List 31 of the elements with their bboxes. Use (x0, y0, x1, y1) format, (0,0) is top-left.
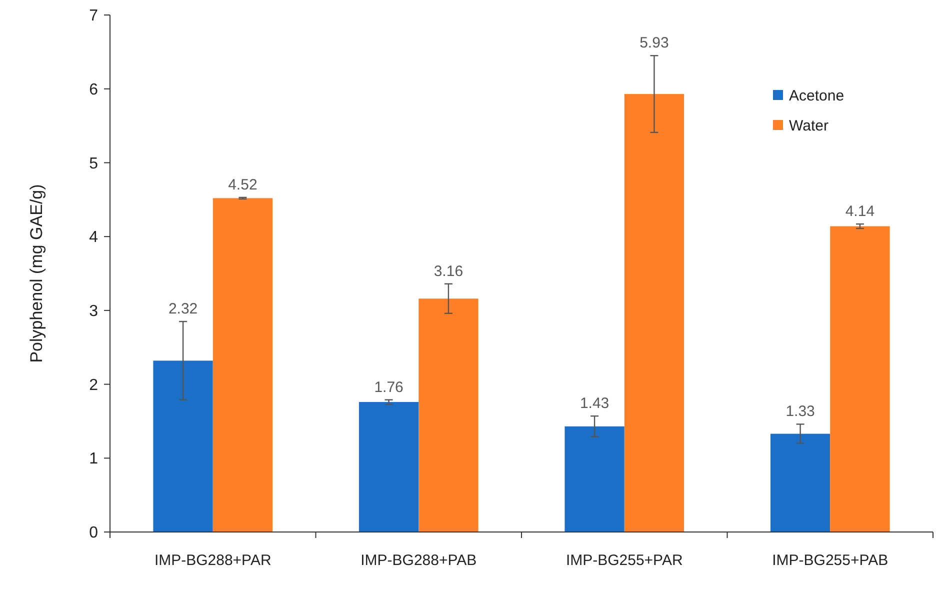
y-tick-label: 0 (89, 524, 98, 542)
x-tick-label: IMP-BG255+PAR (566, 552, 683, 569)
legend-label: Water (789, 117, 828, 134)
data-label: 1.76 (374, 378, 404, 396)
bar (418, 298, 478, 532)
y-axis-title: Polyphenol (mg GAE/g) (27, 184, 46, 363)
y-tick-label: 3 (89, 303, 98, 320)
data-label: 4.14 (845, 203, 875, 220)
x-tick-label: IMP-BG288+PAB (360, 552, 477, 569)
data-label: 1.43 (580, 395, 610, 412)
data-label: 5.93 (640, 34, 669, 52)
y-tick-label: 2 (89, 376, 98, 394)
data-label: 2.32 (168, 300, 198, 318)
y-tick-label: 7 (89, 8, 98, 25)
bar (153, 360, 213, 532)
bar (564, 426, 624, 532)
data-label: 4.52 (228, 176, 258, 194)
y-tick-label: 4 (89, 229, 98, 246)
x-tick-label: IMP-BG288+PAR (154, 552, 272, 569)
bar (830, 226, 890, 532)
data-label: 1.33 (786, 403, 815, 420)
bar (358, 402, 419, 532)
data-label: 3.16 (434, 262, 464, 280)
bar (212, 198, 273, 532)
bar (770, 434, 830, 532)
x-tick-label: IMP-BG255+PAB (772, 552, 888, 569)
y-tick-label: 5 (89, 155, 98, 172)
bar (624, 94, 684, 532)
legend-label: Acetone (789, 87, 844, 104)
y-tick-label: 1 (89, 450, 98, 468)
y-tick-label: 6 (89, 81, 98, 98)
